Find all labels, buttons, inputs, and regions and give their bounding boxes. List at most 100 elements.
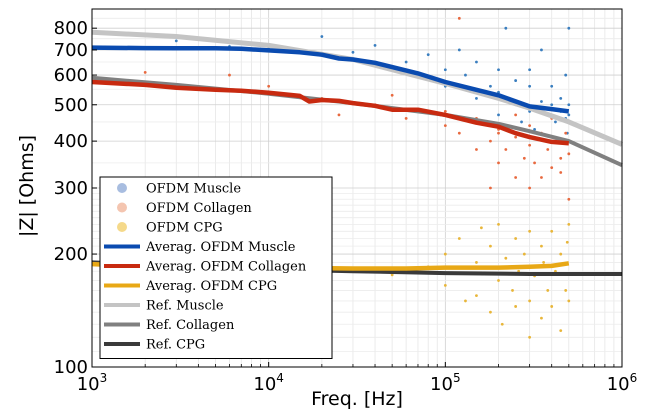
scatter-point	[489, 310, 492, 314]
scatter-point	[443, 68, 447, 72]
scatter-point	[565, 240, 569, 244]
scatter-point	[457, 16, 461, 20]
scatter-point	[559, 171, 563, 174]
scatter-point	[514, 113, 518, 117]
scatter-point	[540, 176, 543, 179]
scatter-point	[320, 35, 324, 38]
scatter-point	[567, 299, 571, 303]
scatter-point	[528, 186, 532, 190]
scatter-point	[554, 269, 557, 273]
scatter-point	[514, 135, 518, 139]
scatter-point	[373, 43, 377, 47]
scatter-point	[497, 161, 500, 165]
scatter-point	[443, 124, 447, 127]
y-tick-label: 200	[54, 244, 88, 265]
scatter-point	[404, 60, 408, 64]
scatter-point	[567, 113, 571, 117]
scatter-point	[554, 120, 557, 124]
legend-label: OFDM Collagen	[146, 201, 252, 216]
scatter-point	[514, 237, 518, 240]
scatter-point	[550, 84, 554, 88]
scatter-point	[489, 244, 492, 248]
scatter-point	[457, 237, 461, 240]
legend-label: Ref. Muscle	[146, 299, 224, 314]
scatter-point	[528, 299, 532, 303]
scatter-point	[567, 103, 571, 107]
legend-marker	[117, 222, 127, 232]
scatter-point	[528, 124, 532, 127]
scatter-point	[497, 279, 500, 282]
legend-label: Averag. OFDM Muscle	[145, 240, 296, 255]
scatter-point	[228, 73, 231, 77]
scatter-point	[514, 305, 518, 308]
scatter-point	[528, 84, 532, 88]
scatter-point	[390, 93, 394, 97]
scatter-point	[511, 289, 514, 292]
scatter-point	[520, 120, 523, 124]
scatter-point	[559, 252, 563, 256]
scatter-point	[528, 68, 532, 72]
scatter-point	[479, 226, 483, 230]
scatter-point	[540, 48, 543, 52]
scatter-point	[546, 148, 550, 151]
legend-label: OFDM CPG	[146, 221, 223, 236]
scatter-point	[497, 222, 500, 226]
scatter-point	[489, 186, 492, 190]
scatter-point	[504, 256, 508, 260]
scatter-point	[464, 299, 467, 303]
scatter-point	[550, 166, 554, 170]
scatter-point	[267, 84, 271, 88]
legend-label: Averag. OFDM Collagen	[145, 260, 307, 275]
scatter-point	[528, 229, 532, 233]
scatter-point	[500, 322, 504, 326]
scatter-point	[475, 261, 478, 264]
scatter-point	[497, 131, 500, 135]
scatter-point	[475, 294, 478, 297]
scatter-point	[564, 73, 568, 77]
scatter-point	[174, 39, 178, 43]
legend-label: OFDM Muscle	[146, 182, 241, 197]
scatter-point	[550, 103, 554, 107]
scatter-point	[404, 116, 408, 120]
scatter-point	[489, 139, 492, 143]
scatter-point	[497, 113, 500, 117]
scatter-point	[390, 273, 394, 277]
series-line	[91, 45, 570, 114]
scatter-point	[514, 176, 518, 179]
scatter-point	[443, 252, 447, 256]
scatter-point	[540, 100, 543, 103]
scatter-point	[504, 26, 508, 30]
y-tick-label: 400	[54, 131, 88, 152]
scatter-point	[522, 156, 526, 160]
scatter-point	[337, 113, 341, 117]
legend-marker	[117, 202, 127, 213]
scatter-point	[542, 261, 546, 264]
scatter-point	[550, 229, 554, 233]
scatter-point	[533, 127, 536, 131]
legend-label: Averag. OFDM CPG	[145, 279, 277, 294]
legend-marker	[117, 183, 127, 193]
x-tick-label: 104	[253, 371, 284, 395]
scatter-point	[546, 289, 550, 292]
y-tick-label: 100	[54, 357, 88, 378]
scatter-point	[443, 110, 447, 113]
scatter-point	[564, 131, 568, 135]
scatter-point	[550, 305, 554, 308]
scatter-point	[559, 156, 563, 160]
x-tick-label: 103	[77, 371, 108, 395]
y-tick-label: 300	[54, 178, 88, 199]
scatter-point	[504, 148, 508, 151]
scatter-point	[143, 70, 147, 74]
scatter-point	[533, 161, 536, 165]
scatter-point	[351, 50, 355, 54]
scatter-point	[567, 222, 571, 226]
scatter-point	[567, 152, 571, 156]
scatter-point	[567, 197, 571, 201]
legend-label: Ref. CPG	[146, 338, 205, 353]
scatter-point	[564, 289, 568, 292]
scatter-point	[426, 53, 430, 57]
y-tick-label: 700	[54, 40, 88, 61]
x-tick-label: 106	[607, 371, 638, 395]
